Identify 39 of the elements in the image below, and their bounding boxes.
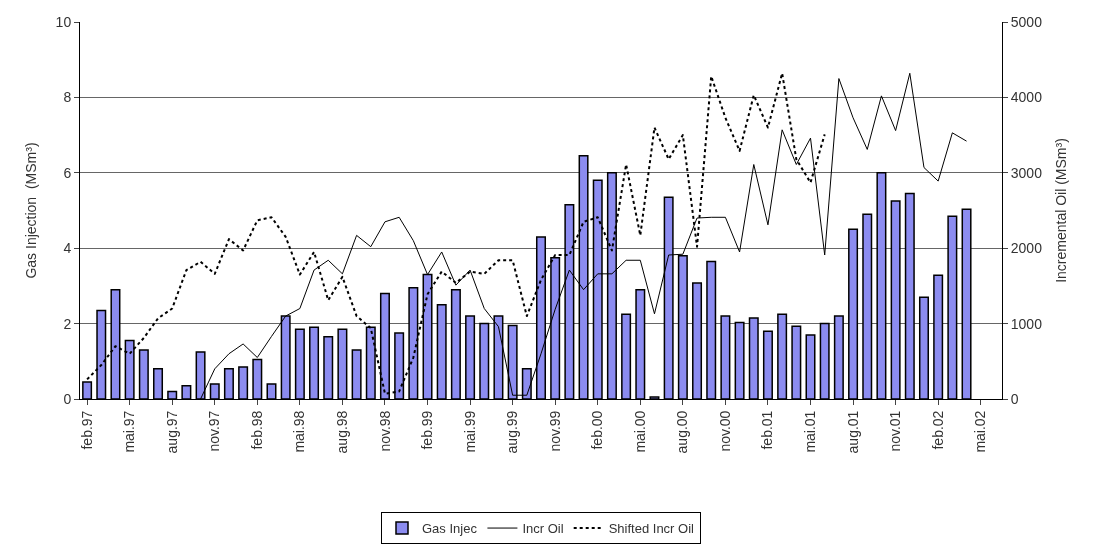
x-tick-label: mai.97 [121,410,138,453]
x-tick-label: feb.97 [78,410,95,450]
x-tick-label: feb.01 [759,410,776,450]
y2-tick-label: 2000 [1010,240,1043,257]
x-tick-label: mai.00 [631,410,648,453]
y-tick-label: 0 [63,390,72,407]
y2-tick-label: 3000 [1010,164,1043,181]
x-tick-label: aug.01 [844,410,861,454]
y2-tick-label: 4000 [1010,89,1043,106]
legend-label: Shifted Incr Oil [608,521,695,537]
x-tick-label: mai.01 [802,410,819,453]
y-tick-label: 4 [63,240,72,257]
y2-axis-title: Incremental Oil (MSm³) [1053,138,1070,283]
x-tick-label: aug.00 [674,410,691,454]
y-tick-label: 6 [63,164,72,181]
y-tick-label: 10 [55,13,72,30]
x-tick-label: nov.98 [376,410,393,452]
y2-tick-label: 5000 [1010,13,1043,30]
x-tick-label: feb.98 [248,410,265,450]
x-tick-label: feb.02 [929,410,946,450]
x-tick-label: mai.02 [972,410,989,453]
x-tick-label: feb.00 [589,410,606,450]
x-tick-label: feb.99 [419,410,436,450]
x-tick-label: nov.01 [887,410,904,452]
x-tick-label: nov.00 [716,410,733,452]
legend-label: Incr Oil [522,521,564,537]
x-tick-label: nov.97 [206,410,223,452]
x-tick-label: mai.98 [291,410,308,453]
legend-label: Gas Injec [422,521,478,537]
y-axis-title: Gas Injection (MSm³) [23,142,40,279]
x-tick-label: aug.99 [504,410,521,454]
x-tick-label: nov.99 [546,410,563,452]
y2-tick-label: 1000 [1010,315,1043,332]
y-tick-label: 8 [63,89,72,106]
y-tick-label: 2 [63,315,72,332]
x-tick-label: aug.97 [163,410,180,454]
x-tick-label: aug.98 [333,410,350,454]
x-tick-label: mai.99 [461,410,478,453]
y2-tick-label: 0 [1010,390,1019,407]
